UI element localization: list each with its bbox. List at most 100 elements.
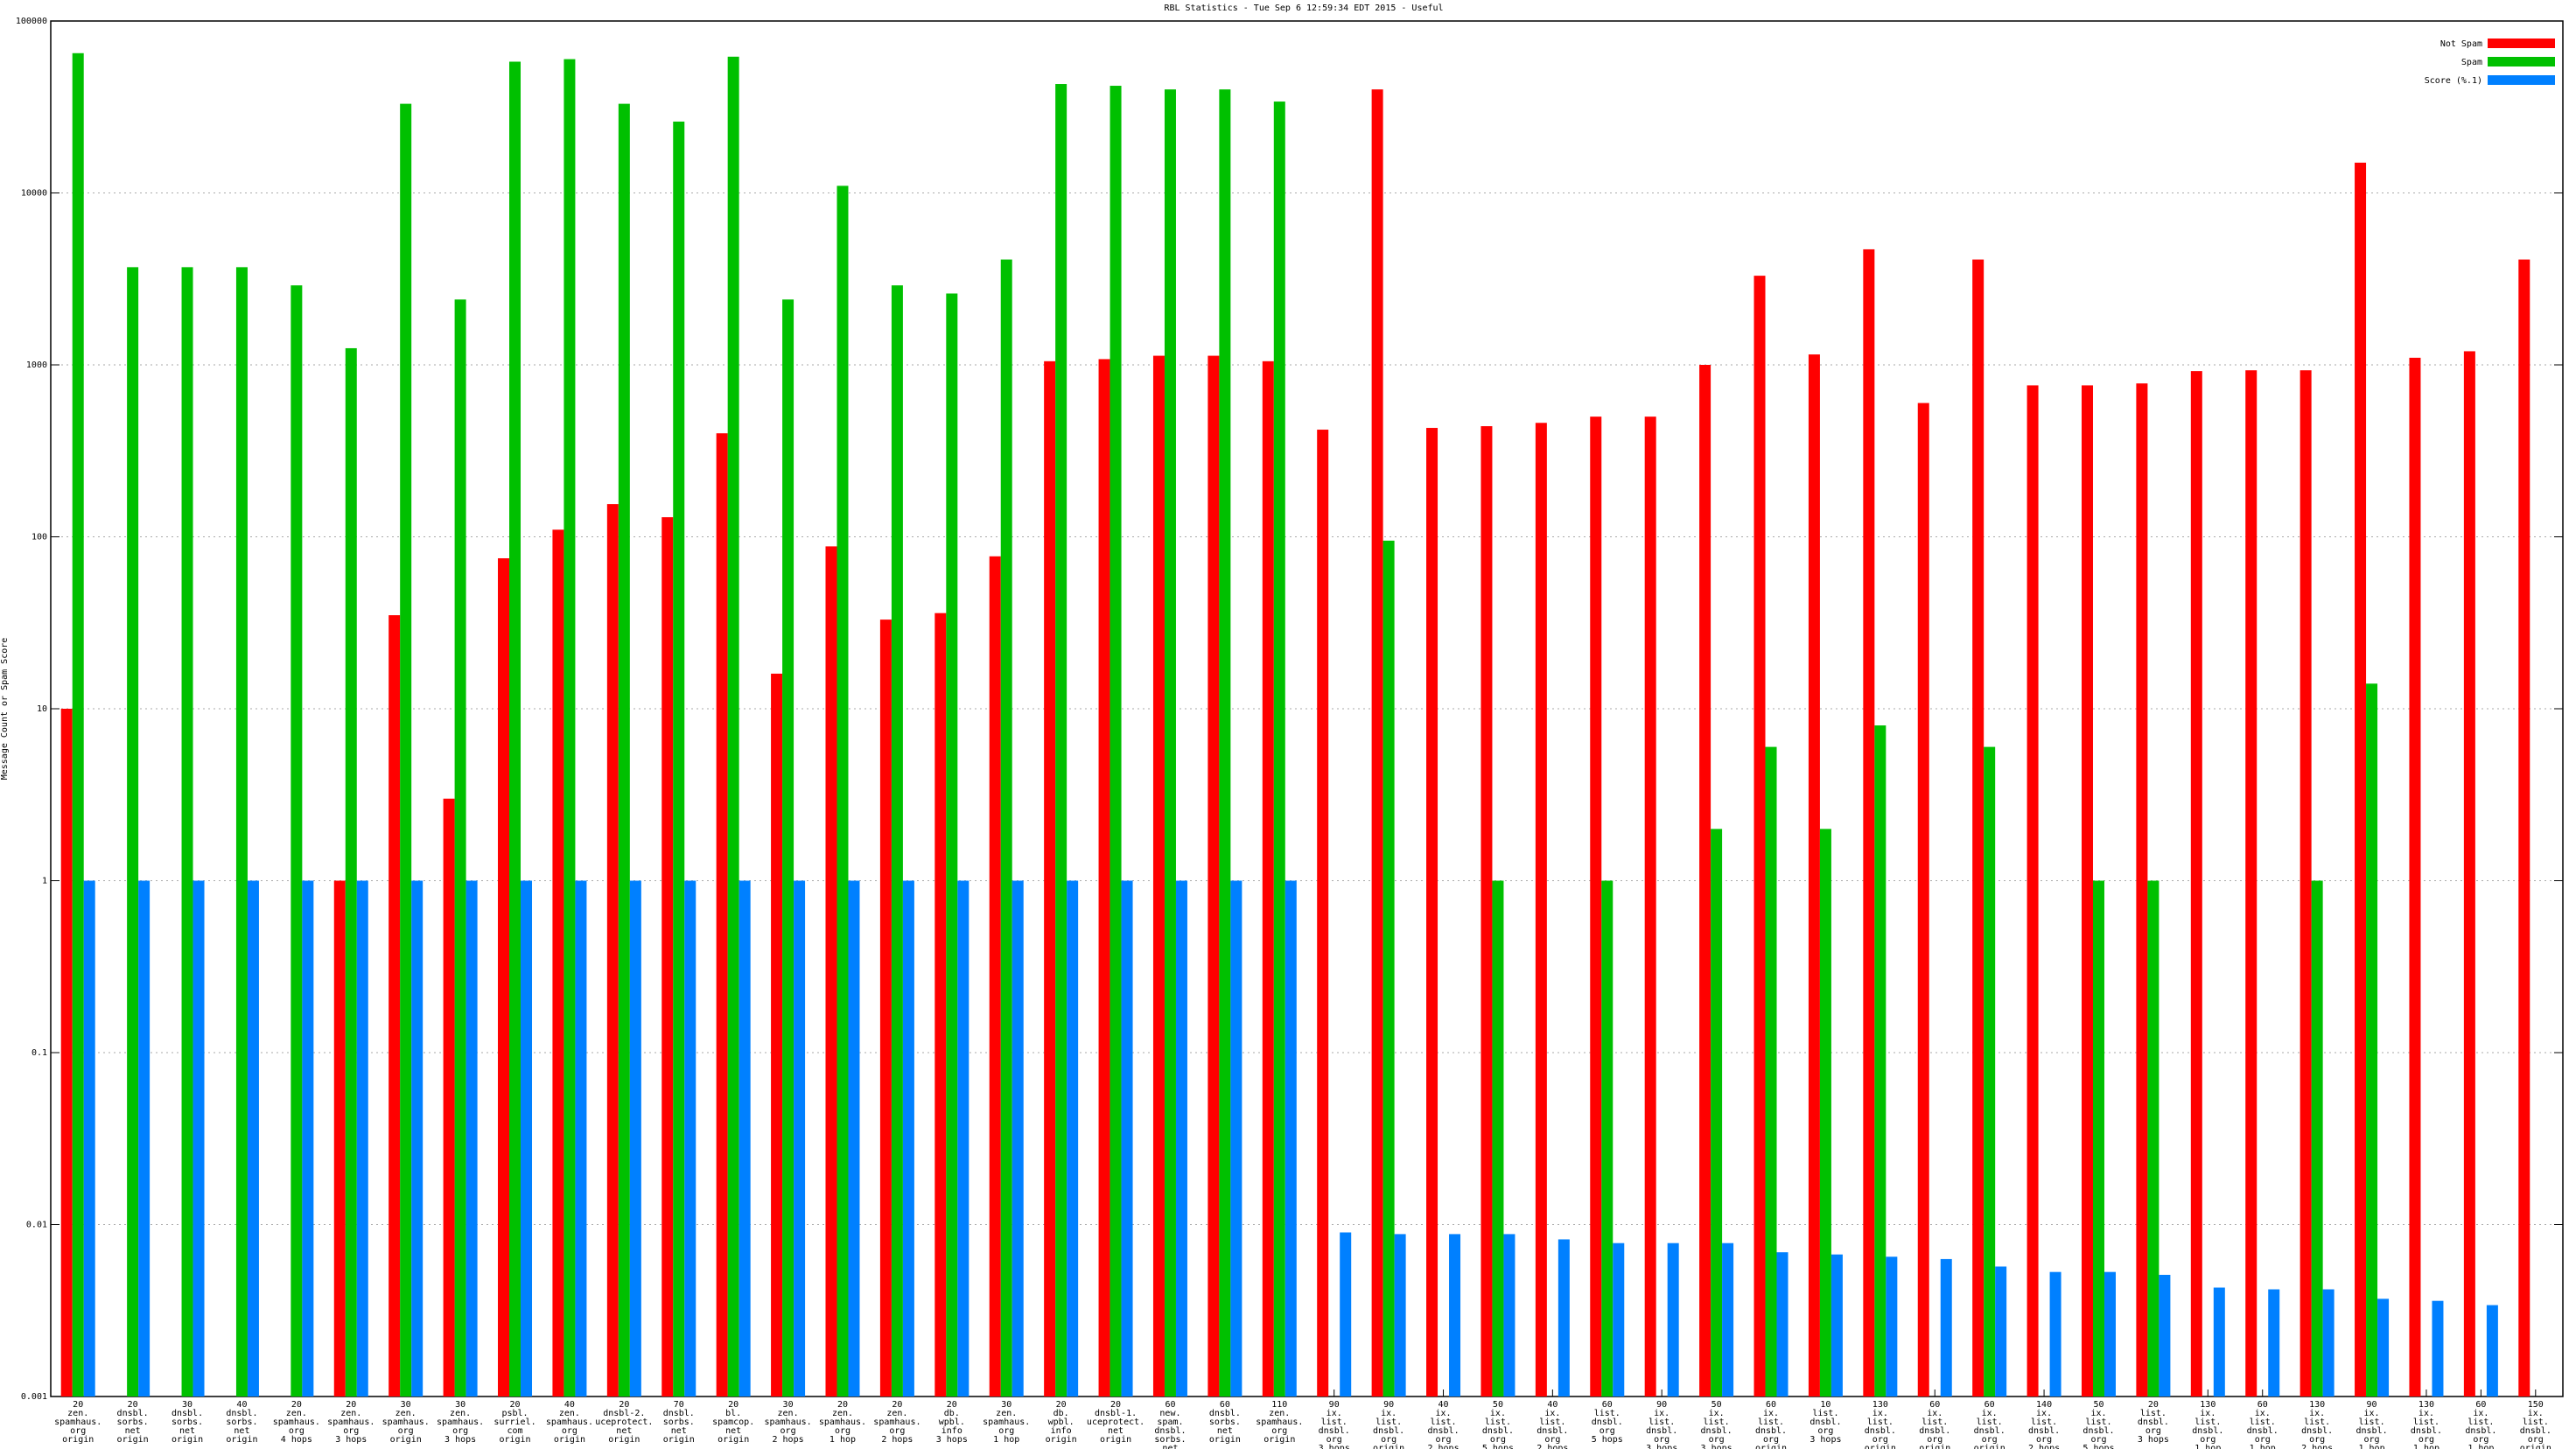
bar	[1601, 880, 1614, 1396]
bar	[1208, 355, 1220, 1397]
x-tick-label: 20 list. dnsbl. org 3 hops	[2138, 1400, 2169, 1445]
x-tick-label: 140 ix. list. dnsbl. org 2 hops	[2028, 1400, 2060, 1449]
bar	[192, 880, 205, 1396]
x-tick-label: 40 ix. list. dnsbl. org 2 hops	[1536, 1400, 1568, 1449]
bar	[1273, 102, 1285, 1396]
bar	[848, 880, 860, 1396]
bar	[2355, 162, 2367, 1396]
x-tick-label: 150 ix. list. dnsbl. org origin	[2520, 1400, 2552, 1449]
x-tick-label: 40 ix. list. dnsbl. org 2 hops	[1427, 1400, 1459, 1449]
bar	[1754, 276, 1766, 1396]
bar	[2213, 1287, 2225, 1396]
x-tick-label: 130 ix. list. dnsbl. org 1 hop	[2192, 1400, 2223, 1449]
bar	[825, 546, 837, 1396]
legend-label: Not Spam	[2440, 39, 2482, 49]
bar	[1776, 1252, 1788, 1396]
bar	[83, 880, 95, 1396]
bar	[1503, 1234, 1516, 1396]
x-tick-label: 130 ix. list. dnsbl. org 1 hop	[2411, 1400, 2442, 1449]
bar	[2432, 1300, 2444, 1396]
bar	[1262, 360, 1274, 1396]
bar	[1711, 829, 1723, 1396]
bar	[934, 612, 947, 1396]
bar	[2322, 1289, 2334, 1396]
bar	[782, 299, 794, 1397]
bar	[2245, 370, 2258, 1396]
bar	[2092, 880, 2104, 1396]
bar	[738, 880, 751, 1396]
bar	[946, 293, 958, 1396]
bar	[2159, 1274, 2171, 1396]
x-tick-label: 60 ix. list. dnsbl. org origin	[1919, 1400, 1950, 1449]
bar	[1055, 84, 1068, 1397]
x-tick-label: 20 zen. spamhaus. org 2 hops	[873, 1400, 920, 1445]
bar	[794, 880, 806, 1396]
bar	[684, 880, 696, 1396]
bar	[606, 504, 619, 1396]
x-tick-label: 20 bl. spamcop. net origin	[712, 1400, 754, 1445]
bar	[333, 880, 346, 1396]
bar	[1164, 89, 1176, 1397]
x-tick-label: 110 zen. spamhaus. org origin	[1256, 1400, 1303, 1445]
bar	[1067, 880, 1079, 1396]
x-tick-label: 130 ix. list. dnsbl. org 2 hops	[2301, 1400, 2333, 1449]
bar	[138, 880, 150, 1396]
bar	[72, 52, 84, 1396]
bar	[290, 285, 303, 1396]
bar	[2377, 1298, 2390, 1396]
bar	[247, 880, 259, 1396]
bar	[60, 709, 73, 1396]
bar	[989, 556, 1001, 1396]
bar	[1480, 426, 1493, 1397]
x-tick-label: 20 dnsbl-1. uceprotect. net origin	[1087, 1400, 1144, 1445]
bar	[2311, 880, 2323, 1396]
x-tick-label: 50 ix. list. dnsbl. org 5 hops	[2082, 1400, 2114, 1449]
bar	[235, 267, 248, 1396]
bar	[552, 529, 564, 1396]
bar	[673, 121, 685, 1396]
bar	[1984, 746, 1996, 1396]
bar	[1219, 89, 1231, 1397]
x-tick-label: 30 zen. spamhaus. org 3 hops	[437, 1400, 484, 1445]
x-tick-label: 20 db. wpbl. info origin	[1046, 1400, 1077, 1445]
bar	[879, 620, 892, 1396]
bar	[127, 267, 139, 1396]
bar	[1590, 416, 1602, 1397]
bar	[1044, 360, 1056, 1396]
x-tick-label: 60 ix. list. dnsbl. org 1 hop	[2465, 1400, 2496, 1449]
bar	[1317, 430, 1329, 1397]
plot-frame	[50, 20, 2564, 1397]
bar	[1426, 428, 1438, 1396]
bar	[302, 880, 314, 1396]
bar	[1917, 402, 1929, 1397]
bar	[716, 433, 728, 1397]
legend-swatch	[2488, 75, 2555, 85]
bar	[1940, 1258, 1952, 1396]
x-tick-label: 30 zen. spamhaus. org origin	[382, 1400, 430, 1445]
bar	[618, 103, 630, 1396]
bar	[2049, 1271, 2062, 1396]
bar	[662, 517, 674, 1396]
bar	[2104, 1271, 2116, 1396]
x-tick-label: 20 zen. spamhaus. org 1 hop	[819, 1400, 866, 1445]
bar	[1000, 259, 1012, 1396]
bar	[2518, 259, 2530, 1396]
y-tick-label: 0.1	[32, 1048, 47, 1058]
x-tick-label: 90 ix. list. dnsbl. org 3 hops	[1319, 1400, 1350, 1449]
bar	[521, 880, 533, 1396]
bar	[2366, 683, 2378, 1396]
bar	[1644, 416, 1656, 1397]
x-tick-label: 20 zen. spamhaus. org 3 hops	[327, 1400, 374, 1445]
bar	[1874, 725, 1886, 1396]
legend-label: Spam	[2461, 58, 2482, 67]
bar	[1699, 365, 1712, 1396]
x-tick-label: 20 zen. spamhaus. org 4 hops	[273, 1400, 320, 1445]
x-tick-label: 90 ix. list. dnsbl. org 1 hop	[2356, 1400, 2387, 1449]
bar	[1012, 880, 1024, 1396]
bar	[1667, 1242, 1679, 1396]
x-tick-label: 40 dnsbl. sorbs. net origin	[226, 1400, 257, 1445]
x-tick-label: 10 list. dnsbl. org 3 hops	[1810, 1400, 1841, 1445]
bar	[2026, 385, 2039, 1396]
x-tick-label: 30 dnsbl. sorbs. net origin	[172, 1400, 203, 1445]
